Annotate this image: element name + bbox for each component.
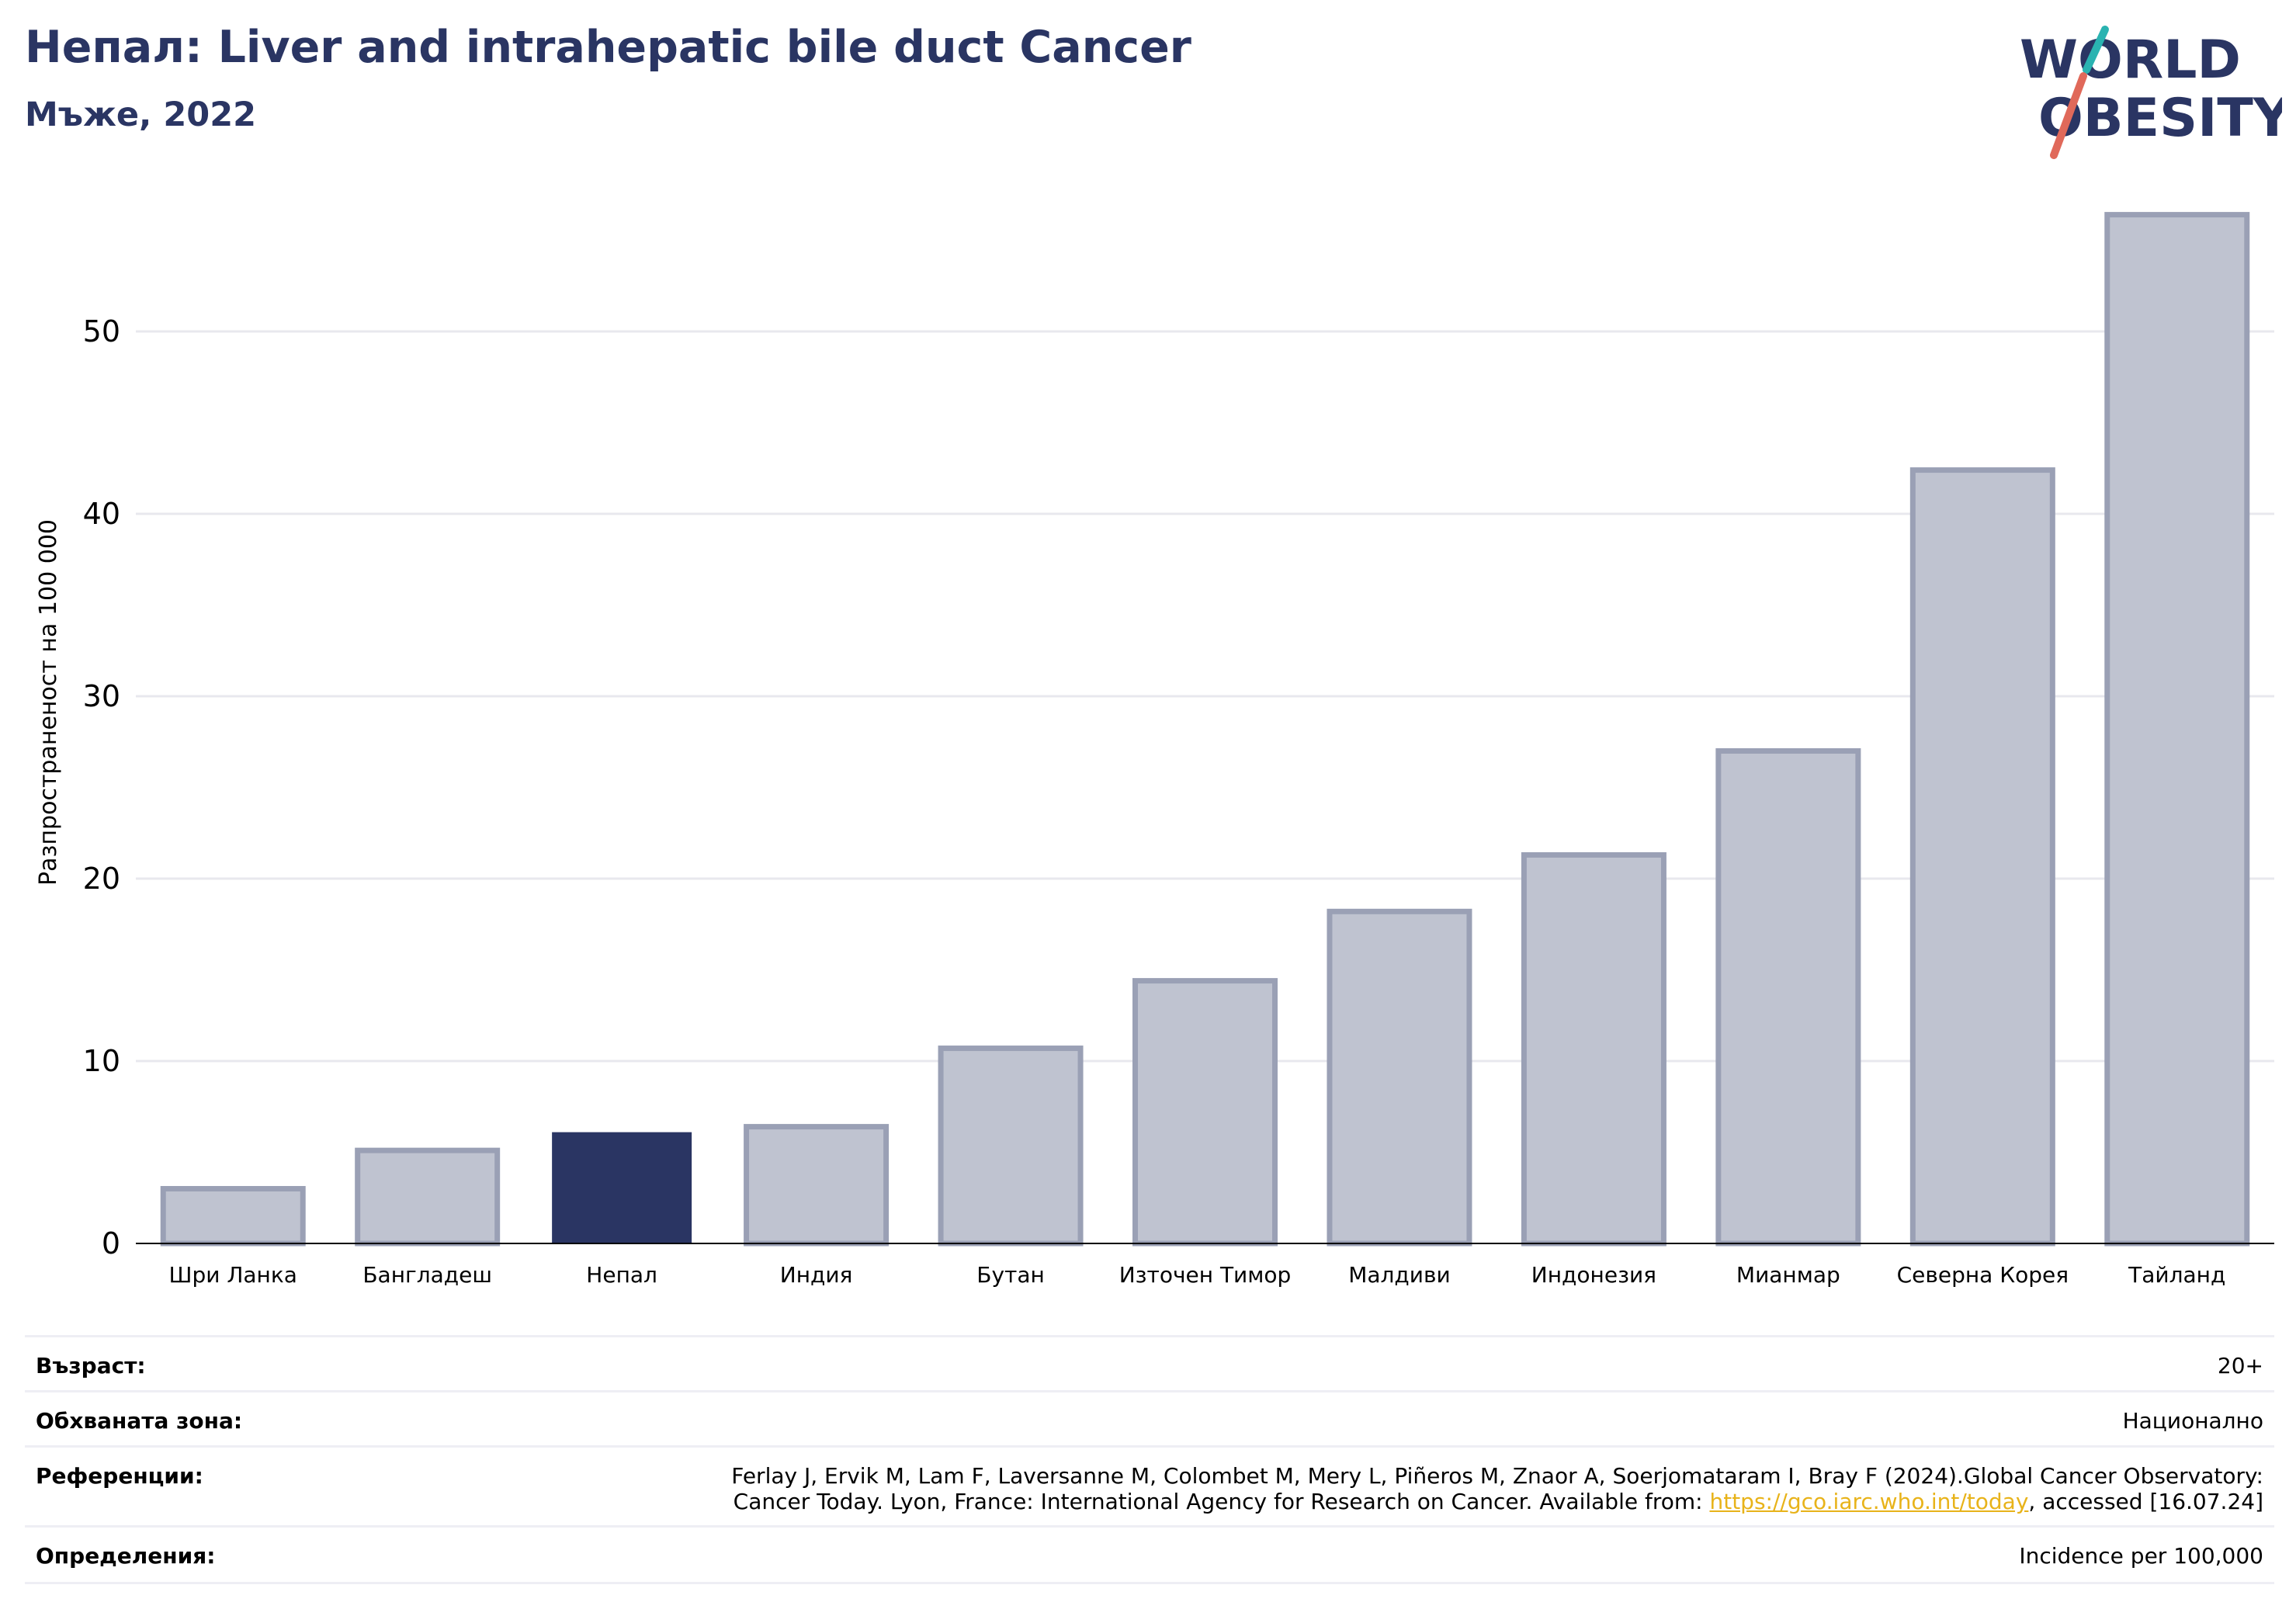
logo-slash-coral xyxy=(2050,72,2087,159)
x-tick-label: Бангладеш xyxy=(362,1262,492,1288)
bar xyxy=(160,1186,306,1247)
reference-link[interactable]: https://gco.iarc.who.int/today xyxy=(1709,1489,2029,1514)
bar xyxy=(355,1147,501,1247)
reference-line2-after: , accessed [16.07.24] xyxy=(2028,1489,2263,1514)
logo-line1: WORLD xyxy=(2020,29,2241,91)
y-tick-label: 20 xyxy=(83,862,120,896)
y-tick-labels: 0 10 20 30 40 50 xyxy=(83,314,120,1261)
bar xyxy=(1909,467,2055,1247)
chart-title: Непал: Liver and intrahepatic bile duct … xyxy=(25,22,1191,73)
bar xyxy=(1521,851,1667,1247)
bar xyxy=(552,1132,692,1243)
x-tick-label: Шри Ланка xyxy=(169,1262,297,1288)
bar xyxy=(744,1124,890,1247)
references-label: Референции: xyxy=(36,1463,203,1489)
x-tick-label: Мианмар xyxy=(1736,1262,1840,1288)
world-obesity-logo: WORLD OBESITY xyxy=(2020,26,2282,159)
logo-slash-teal xyxy=(2083,26,2109,74)
bar xyxy=(1132,978,1278,1247)
footer-row-references: Референции: Ferlay J, Ervik M, Lam F, La… xyxy=(25,1445,2274,1525)
x-tick-label: Северна Корея xyxy=(1897,1262,2069,1288)
coverage-label: Обхваната зона: xyxy=(36,1408,243,1434)
definitions-value: Incidence per 100,000 xyxy=(2019,1543,2263,1569)
age-label: Възраст: xyxy=(36,1353,146,1379)
x-tick-label: Източен Тимор xyxy=(1119,1262,1292,1288)
y-axis-label: Разпространеност на 100 000 xyxy=(35,519,62,886)
x-tick-label: Бутан xyxy=(976,1262,1045,1288)
x-tick-label: Малдиви xyxy=(1348,1262,1450,1288)
chart-footer: Възраст: 20+ Обхваната зона: Национално … xyxy=(25,1335,2274,1584)
x-tick-label: Индонезия xyxy=(1531,1262,1656,1288)
footer-row-age: Възраст: 20+ xyxy=(25,1335,2274,1390)
chart-subtitle: Мъже, 2022 xyxy=(25,95,257,134)
y-tick-label: 50 xyxy=(83,314,120,349)
y-tick-label: 10 xyxy=(83,1044,120,1078)
bars xyxy=(160,212,2250,1247)
bar xyxy=(1715,748,1861,1247)
reference-line1: Ferlay J, Ervik M, Lam F, Laversanne M, … xyxy=(731,1463,2263,1489)
footer-row-coverage: Обхваната зона: Национално xyxy=(25,1390,2274,1445)
y-tick-label: 40 xyxy=(83,497,120,531)
bar-chart: 0 10 20 30 40 50 Шри Ланка Бангладеш Непал Индия… xyxy=(35,212,2274,1288)
bar xyxy=(1327,908,1472,1247)
x-tick-label: Непал xyxy=(586,1262,657,1288)
y-tick-label: 30 xyxy=(83,679,120,713)
coverage-value: Национално xyxy=(2122,1408,2263,1434)
reference-line2-before: Cancer Today. Lyon, France: Internationa… xyxy=(733,1489,1710,1514)
x-tick-label: Тайланд xyxy=(2128,1262,2225,1288)
bar xyxy=(2104,212,2250,1247)
y-tick-label: 0 xyxy=(102,1226,120,1261)
x-tick-label: Индия xyxy=(780,1262,853,1288)
footer-row-definitions: Определения: Incidence per 100,000 xyxy=(25,1525,2274,1584)
bar xyxy=(938,1046,1084,1247)
definitions-label: Определения: xyxy=(36,1543,216,1569)
x-tick-labels: Шри Ланка Бангладеш Непал Индия Бутан Източен… xyxy=(169,1262,2226,1288)
age-value: 20+ xyxy=(2217,1353,2263,1379)
references-value: Ferlay J, Ervik M, Lam F, Laversanne M, … xyxy=(731,1463,2263,1514)
